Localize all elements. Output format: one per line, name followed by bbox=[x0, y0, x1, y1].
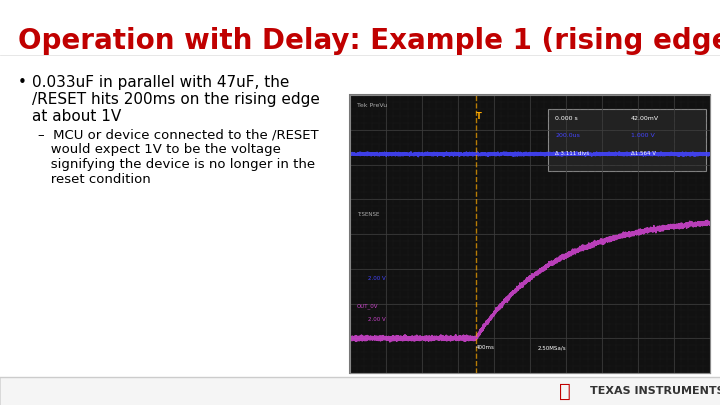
Text: 2.00 V: 2.00 V bbox=[368, 318, 386, 322]
Text: 2.50MSa/s: 2.50MSa/s bbox=[537, 345, 566, 350]
Text: would expect 1V to be the voltage: would expect 1V to be the voltage bbox=[38, 143, 281, 156]
Text: TEXAS INSTRUMENTS: TEXAS INSTRUMENTS bbox=[590, 386, 720, 396]
Text: signifying the device is no longer in the: signifying the device is no longer in th… bbox=[38, 158, 315, 171]
Text: at about 1V: at about 1V bbox=[32, 109, 121, 124]
Text: ⑂: ⑂ bbox=[559, 382, 571, 401]
Text: Δ 3.111 divs: Δ 3.111 divs bbox=[555, 151, 590, 156]
Text: 2.00 V: 2.00 V bbox=[368, 276, 386, 281]
Bar bbox=[0, 377, 720, 405]
Text: 42.00mV: 42.00mV bbox=[631, 116, 659, 121]
Bar bbox=[350, 95, 710, 373]
Text: OUT_0V: OUT_0V bbox=[357, 303, 379, 309]
Text: T: T bbox=[476, 112, 482, 121]
Text: 200.0us: 200.0us bbox=[555, 133, 580, 138]
Bar bbox=[548, 109, 706, 171]
Text: Δ1.564 V: Δ1.564 V bbox=[631, 151, 656, 156]
Text: –  MCU or device connected to the /RESET: – MCU or device connected to the /RESET bbox=[38, 128, 319, 141]
Text: /RESET hits 200ms on the rising edge: /RESET hits 200ms on the rising edge bbox=[32, 92, 320, 107]
Text: Tek PreVu: Tek PreVu bbox=[357, 103, 387, 109]
Text: reset condition: reset condition bbox=[38, 173, 150, 186]
Text: •: • bbox=[18, 75, 27, 90]
Text: 0.033uF in parallel with 47uF, the: 0.033uF in parallel with 47uF, the bbox=[32, 75, 289, 90]
Text: Operation with Delay: Example 1 (rising edge): Operation with Delay: Example 1 (rising … bbox=[18, 27, 720, 55]
Text: T:SENSE: T:SENSE bbox=[357, 212, 379, 217]
Text: 0.000 s: 0.000 s bbox=[555, 116, 578, 121]
Text: 1.000 V: 1.000 V bbox=[631, 133, 654, 138]
Text: 4: 4 bbox=[691, 360, 700, 374]
Text: 400ms: 400ms bbox=[476, 345, 495, 350]
